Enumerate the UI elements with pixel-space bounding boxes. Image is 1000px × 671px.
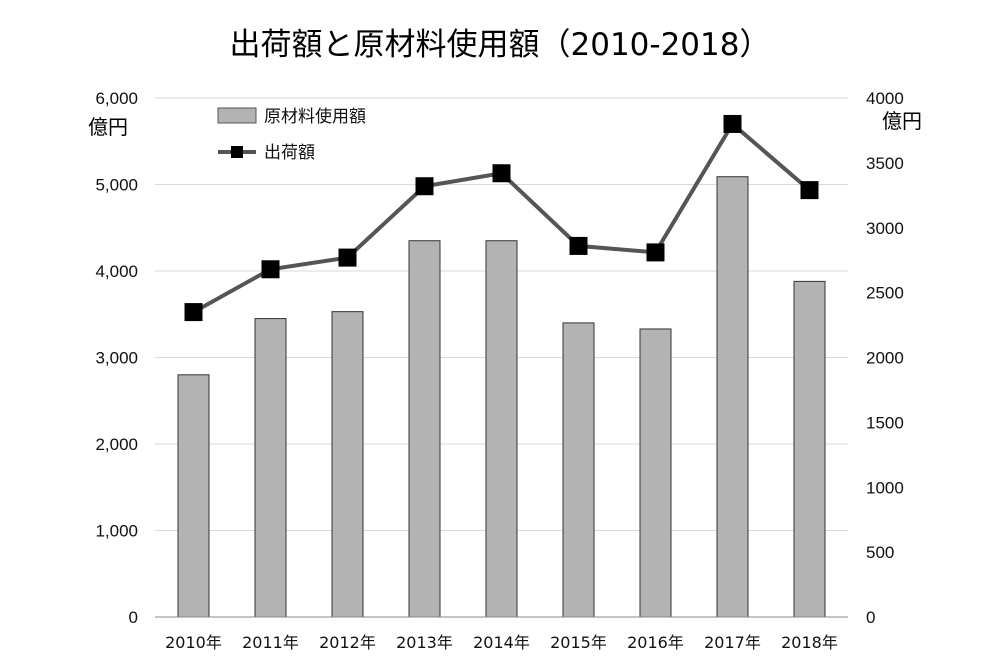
category-label: 2018年 <box>781 633 838 652</box>
right-tick-label: 3000 <box>866 219 904 238</box>
line-point <box>723 114 742 133</box>
category-label: 2015年 <box>550 633 607 652</box>
right-tick-label: 0 <box>866 608 875 627</box>
right-tick-label: 4000 <box>866 89 904 108</box>
category-label: 2010年 <box>165 633 222 652</box>
right-tick-label: 2500 <box>866 284 904 303</box>
line-point <box>646 243 665 262</box>
left-tick-label: 2,000 <box>95 435 138 454</box>
left-tick-label: 1,000 <box>95 522 138 541</box>
right-tick-label: 500 <box>866 543 894 562</box>
category-label: 2014年 <box>473 633 530 652</box>
bar <box>177 374 210 618</box>
legend-bar-label: 原材料使用額 <box>264 106 366 127</box>
legend: 原材料使用額 出荷額 <box>217 106 366 163</box>
right-tick-label: 1500 <box>866 413 904 432</box>
category-label: 2012年 <box>319 633 376 652</box>
left-tick-label: 3,000 <box>95 349 138 368</box>
category-label: 2017年 <box>704 633 761 652</box>
left-tick-label: 6,000 <box>95 89 138 108</box>
left-tick-label: 4,000 <box>95 262 138 281</box>
right-axis-unit: 億円 <box>882 109 922 133</box>
category-labels: 2010年 2011年 2012年 2013年 2014年 2015年 2016年 2017年… <box>165 633 838 652</box>
left-axis-unit: 億円 <box>88 115 128 139</box>
line-point <box>184 303 203 322</box>
line-point <box>415 177 434 196</box>
right-tick-label: 1000 <box>866 478 904 497</box>
line-point <box>569 236 588 255</box>
right-tick-label: 3500 <box>866 154 904 173</box>
bar <box>793 280 826 618</box>
bar <box>331 311 364 618</box>
legend-line-marker <box>231 146 243 158</box>
legend-bar-swatch <box>217 107 257 124</box>
category-label: 2011年 <box>242 633 299 652</box>
left-tick-label: 5,000 <box>95 176 138 195</box>
line-series <box>184 114 819 322</box>
category-label: 2016年 <box>627 633 684 652</box>
left-tick-label: 0 <box>129 608 138 627</box>
legend-line-label: 出荷額 <box>264 143 315 163</box>
bar <box>408 240 441 618</box>
right-axis-ticks: 0 500 1000 1500 2000 2500 3000 3500 4000 <box>866 89 904 627</box>
bar <box>562 322 595 618</box>
bar <box>485 240 518 618</box>
line-point <box>261 260 280 279</box>
left-axis-ticks: 0 1,000 2,000 3,000 4,000 5,000 6,000 <box>95 89 138 627</box>
bar <box>716 176 749 618</box>
category-label: 2013年 <box>396 633 453 652</box>
line-point <box>338 248 357 267</box>
line-point <box>492 164 511 183</box>
line-point <box>800 181 819 200</box>
bar-series <box>177 176 826 618</box>
bar <box>639 328 672 618</box>
bar <box>254 318 287 618</box>
right-tick-label: 2000 <box>866 349 904 368</box>
chart-title: 出荷額と原材料使用額（2010-2018） <box>230 27 771 63</box>
